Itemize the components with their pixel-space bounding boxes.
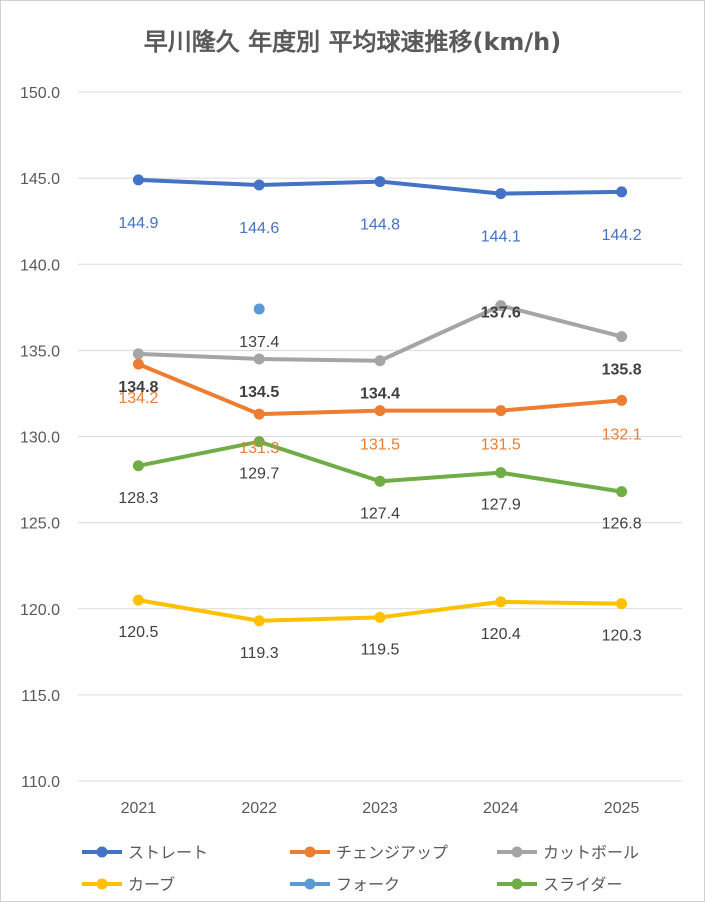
chart-title: 早川隆久 年度別 平均球速推移(km/h): [143, 28, 562, 56]
data-point: [616, 186, 628, 198]
data-point: [132, 174, 144, 186]
legend-marker: [304, 878, 316, 890]
legend-label: スライダー: [543, 875, 622, 894]
data-point: [132, 348, 144, 360]
legend-label: カーブ: [128, 875, 175, 894]
data-point: [374, 475, 386, 487]
series-lines: [132, 174, 628, 627]
data-point: [374, 611, 386, 623]
y-tick-label: 145.0: [20, 171, 60, 188]
data-label: 127.9: [481, 497, 521, 514]
x-tick-label: 2021: [121, 800, 157, 817]
legend-label: カットボール: [543, 843, 639, 862]
data-label: 129.7: [239, 466, 279, 483]
data-point: [616, 394, 628, 406]
x-axis-tick-labels: 2021 2022 2023 2024 2025: [121, 800, 640, 817]
y-tick-label: 115.0: [21, 688, 60, 705]
y-tick-label: 135.0: [20, 343, 60, 360]
legend-marker: [96, 878, 108, 890]
data-point: [374, 405, 386, 417]
data-labels: 144.9 144.6 144.8 144.1 144.2 134.2 131.3 131.5…: [118, 215, 641, 662]
y-tick-label: 150.0: [20, 85, 60, 102]
y-tick-label: 125.0: [20, 516, 60, 533]
data-label: 144.6: [239, 220, 279, 237]
data-point: [374, 176, 386, 188]
data-label: 137.6: [481, 305, 521, 322]
data-point: [253, 436, 265, 448]
data-point: [374, 355, 386, 367]
data-label: 119.5: [361, 641, 400, 658]
data-label: 134.2: [118, 390, 158, 407]
data-label: 131.5: [481, 437, 521, 454]
data-point: [253, 408, 265, 420]
data-label: 135.8: [602, 362, 642, 379]
y-tick-label: 140.0: [20, 257, 60, 274]
data-label: 119.3: [240, 645, 279, 662]
x-tick-label: 2024: [483, 800, 519, 817]
data-label: 137.4: [239, 334, 279, 351]
data-point: [132, 358, 144, 370]
data-point: [495, 300, 507, 312]
data-point: [495, 467, 507, 479]
data-label: 120.5: [118, 624, 158, 641]
data-label: 120.3: [602, 628, 642, 645]
data-label: 131.3: [239, 440, 279, 457]
y-tick-label: 120.0: [20, 602, 60, 619]
legend-label: ストレート: [128, 843, 208, 862]
legend-marker: [304, 846, 316, 858]
x-tick-label: 2023: [362, 800, 398, 817]
data-label: 134.5: [239, 384, 279, 401]
data-point: [253, 615, 265, 627]
data-label: 131.5: [360, 437, 400, 454]
legend-label: フォーク: [336, 875, 400, 894]
data-label: 134.4: [360, 386, 400, 403]
data-label: 120.4: [481, 626, 521, 643]
y-tick-label: 130.0: [20, 430, 60, 447]
data-point: [253, 179, 265, 191]
data-label: 128.3: [118, 490, 158, 507]
data-label: 144.1: [481, 229, 521, 246]
y-tick-label: 110.0: [21, 774, 60, 791]
data-point: [616, 598, 628, 610]
legend-marker: [511, 846, 523, 858]
data-point: [616, 331, 628, 343]
legend-label: チェンジアップ: [336, 843, 448, 862]
data-point: [253, 303, 265, 315]
y-axis-tick-labels: 110.0 115.0 120.0 125.0 130.0 135.0 140.0 145.0…: [20, 85, 60, 791]
data-point: [253, 353, 265, 365]
legend-marker: [511, 878, 523, 890]
x-tick-label: 2025: [604, 800, 640, 817]
data-label: 134.8: [118, 379, 158, 396]
data-point: [495, 188, 507, 200]
data-point: [495, 405, 507, 417]
data-point: [132, 594, 144, 606]
data-label: 132.1: [602, 426, 642, 443]
data-label: 144.8: [360, 217, 400, 234]
data-label: 126.8: [602, 516, 642, 533]
series-line: [136, 303, 624, 363]
legend-marker: [96, 846, 108, 858]
x-tick-label: 2022: [241, 800, 277, 817]
data-point: [495, 596, 507, 608]
data-point: [616, 486, 628, 498]
data-label: 144.9: [118, 215, 158, 232]
gridlines: [78, 91, 682, 782]
data-point: [132, 460, 144, 472]
data-label: 144.2: [602, 227, 642, 244]
data-label: 127.4: [360, 505, 400, 522]
